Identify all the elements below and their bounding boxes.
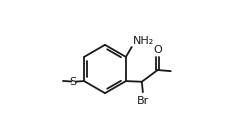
Text: NH₂: NH₂: [132, 36, 154, 46]
Text: S: S: [70, 77, 77, 87]
Text: O: O: [153, 45, 162, 55]
Text: Br: Br: [137, 95, 149, 106]
